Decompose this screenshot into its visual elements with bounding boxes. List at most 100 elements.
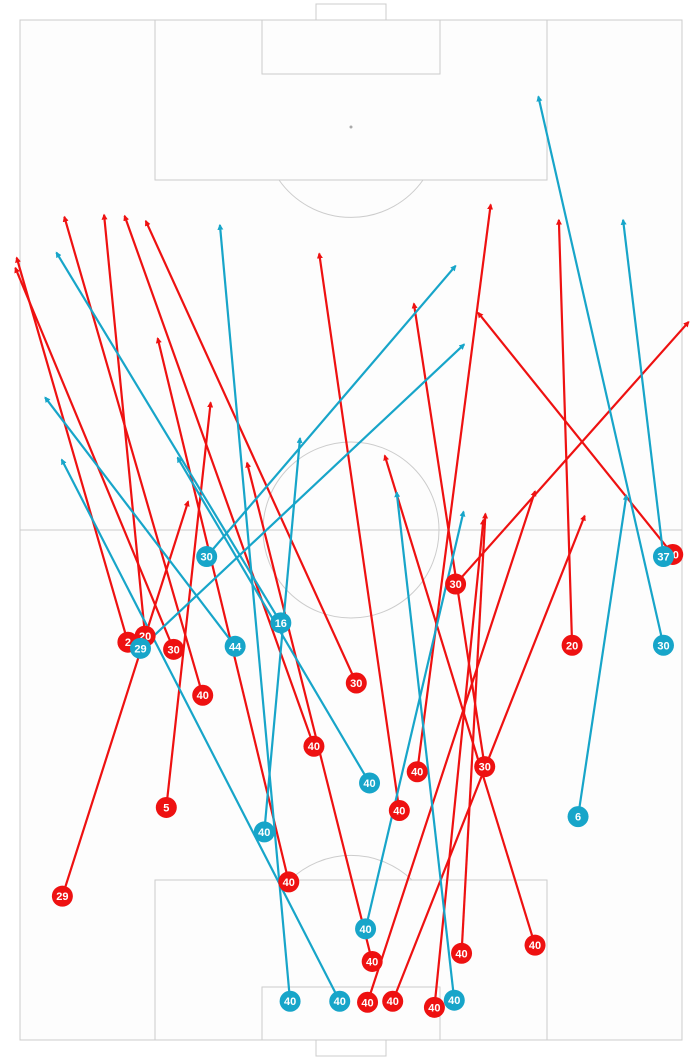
marker-label: 40 bbox=[529, 940, 541, 952]
marker-dot bbox=[357, 991, 379, 1013]
pass-origin-marker-red-8: 30 bbox=[345, 672, 367, 694]
marker-dot bbox=[129, 637, 151, 659]
marker-label: 40 bbox=[283, 877, 295, 889]
marker-dot bbox=[474, 756, 496, 778]
marker-dot bbox=[361, 950, 383, 972]
pass-origin-marker-red-2: 30 bbox=[163, 638, 185, 660]
pass-origin-marker-red-19: 20 bbox=[561, 634, 583, 656]
marker-label: 37 bbox=[657, 552, 669, 564]
pass-origin-marker-blue-26: 40 bbox=[253, 821, 275, 843]
pass-origin-marker-blue-31: 6 bbox=[567, 806, 589, 828]
marker-dot bbox=[382, 990, 404, 1012]
pass-arrow-red-20 bbox=[477, 311, 674, 556]
marker-label: 40 bbox=[308, 741, 320, 753]
pass-arrow-blue-33 bbox=[620, 218, 665, 557]
marker-label: 30 bbox=[201, 552, 213, 564]
pass-origin-marker-red-6: 40 bbox=[303, 735, 325, 757]
pass-arrow-red-8 bbox=[144, 219, 358, 684]
pass-arrow-red-2 bbox=[14, 266, 175, 650]
pass-origin-marker-blue-25: 40 bbox=[359, 772, 381, 794]
pass-arrow-red-14 bbox=[383, 454, 537, 946]
marker-label: 40 bbox=[284, 996, 296, 1008]
pass-origin-marker-red-3: 40 bbox=[192, 684, 214, 706]
pass-origin-marker-red-12: 40 bbox=[357, 991, 379, 1013]
marker-label: 29 bbox=[56, 891, 68, 903]
bottom-goal bbox=[315, 1039, 387, 1057]
marker-label: 6 bbox=[575, 812, 581, 824]
marker-dot bbox=[253, 821, 275, 843]
marker-label: 16 bbox=[275, 618, 287, 630]
marker-dot bbox=[345, 672, 367, 694]
pass-origin-marker-red-15: 40 bbox=[451, 942, 473, 964]
pitch-markings bbox=[19, 3, 683, 1057]
top-penalty-arc bbox=[278, 179, 424, 218]
marker-label: 40 bbox=[334, 996, 346, 1008]
pass-arrow-blue-24 bbox=[55, 251, 282, 624]
pass-origin-marker-red-9: 40 bbox=[388, 800, 410, 821]
pass-arrow-red-18 bbox=[454, 321, 690, 585]
marker-label: 40 bbox=[363, 778, 375, 790]
pass-origin-marker-red-7: 40 bbox=[278, 871, 300, 893]
marker-label: 40 bbox=[393, 806, 405, 818]
marker-dot bbox=[224, 635, 246, 657]
marker-dot bbox=[388, 800, 410, 821]
marker-dot bbox=[279, 990, 301, 1012]
pass-origin-marker-red-10: 40 bbox=[361, 950, 383, 972]
marker-dot bbox=[329, 990, 351, 1012]
marker-label: 44 bbox=[229, 641, 242, 653]
marker-label: 40 bbox=[411, 767, 423, 779]
pass-origin-marker-red-16: 40 bbox=[423, 996, 445, 1018]
pass-arrow-red-0 bbox=[15, 256, 129, 643]
pass-arrow-blue-26 bbox=[263, 437, 303, 833]
pass-origin-marker-blue-27: 40 bbox=[279, 990, 301, 1012]
marker-dot bbox=[652, 546, 674, 568]
marker-dot bbox=[270, 612, 292, 634]
pass-arrow-red-5 bbox=[61, 500, 190, 897]
marker-label: 40 bbox=[448, 995, 460, 1007]
pass-origin-marker-blue-23: 44 bbox=[224, 635, 246, 657]
pass-origin-marker-blue-24: 16 bbox=[270, 612, 292, 634]
marker-label: 40 bbox=[359, 924, 371, 936]
pass-origin-marker-red-5: 29 bbox=[51, 885, 73, 907]
marker-label: 30 bbox=[657, 640, 669, 652]
pass-arrow-red-11 bbox=[416, 203, 494, 772]
marker-label: 5 bbox=[163, 802, 169, 814]
marker-dot bbox=[303, 735, 325, 757]
pass-origin-marker-blue-32: 30 bbox=[652, 634, 674, 656]
pass-arrow-blue-22 bbox=[205, 264, 457, 558]
pass-arrow-red-6 bbox=[123, 214, 315, 747]
marker-label: 40 bbox=[197, 690, 209, 702]
pass-origin-marker-blue-22: 30 bbox=[196, 546, 218, 568]
marker-dot bbox=[192, 684, 214, 706]
pass-origin-marker-red-11: 40 bbox=[406, 761, 428, 783]
pass-origin-marker-blue-21: 29 bbox=[129, 637, 151, 659]
marker-dot bbox=[155, 796, 177, 818]
marker-label: 30 bbox=[167, 644, 179, 656]
pass-arrow-red-12 bbox=[366, 490, 537, 1003]
marker-dot bbox=[406, 761, 428, 783]
marker-dot bbox=[359, 772, 381, 794]
top-penalty-spot bbox=[349, 125, 353, 129]
bottom-penalty-arc bbox=[289, 854, 413, 881]
pass-arrow-blue-27 bbox=[217, 223, 292, 1002]
marker-dot bbox=[355, 918, 377, 940]
marker-label: 2 bbox=[125, 637, 131, 649]
marker-dot bbox=[561, 634, 583, 656]
marker-dot bbox=[196, 546, 218, 568]
marker-dot bbox=[445, 573, 467, 595]
marker-label: 30 bbox=[350, 678, 362, 690]
pass-arrow-blue-28 bbox=[60, 458, 341, 1002]
pass-origin-marker-blue-28: 40 bbox=[329, 990, 351, 1012]
marker-dot bbox=[163, 638, 185, 660]
marker-label: 40 bbox=[361, 997, 373, 1009]
pass-arrow-blue-30 bbox=[394, 491, 456, 1001]
marker-dot bbox=[51, 885, 73, 907]
marker-label: 30 bbox=[449, 579, 461, 591]
marker-label: 40 bbox=[258, 827, 270, 839]
marker-label: 30 bbox=[479, 762, 491, 774]
marker-dot bbox=[524, 934, 546, 956]
marker-label: 29 bbox=[134, 643, 146, 655]
marker-dot bbox=[451, 942, 473, 964]
pass-arrow-blue-32 bbox=[536, 95, 665, 646]
pass-arrow-red-9 bbox=[316, 252, 401, 811]
